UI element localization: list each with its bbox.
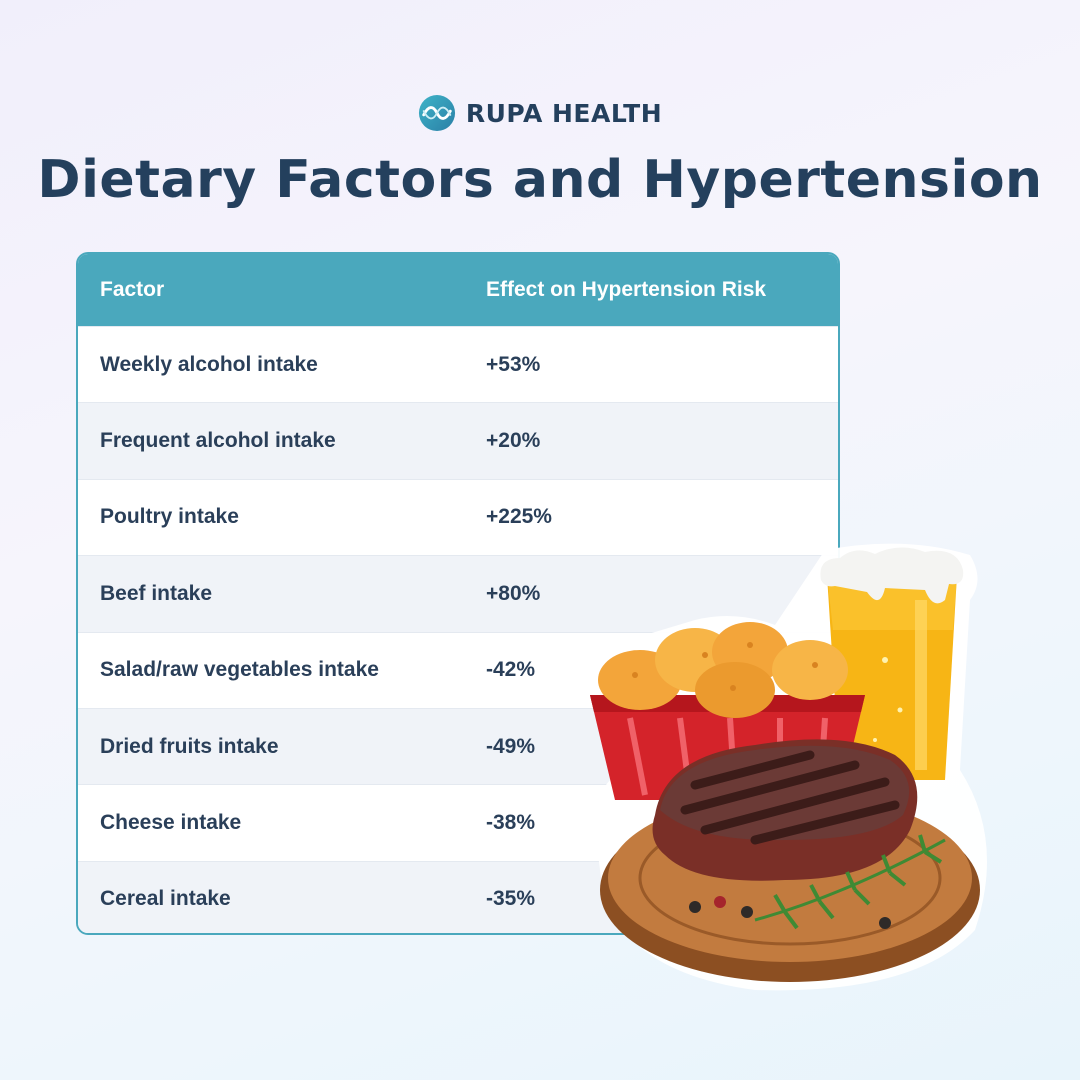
header-effect: Effect on Hypertension Risk [486,278,767,301]
table-row: Poultry intake +225% [78,478,838,555]
effect-cell: -42% [486,658,536,682]
factor-cell: Frequent alcohol intake [100,429,336,453]
infinity-wave-logo-icon [418,94,455,132]
table-row: Salad/raw vegetables intake -42% [78,631,838,708]
factor-cell: Beef intake [100,581,213,605]
beer-glass-icon [820,547,964,780]
effect-cell: +20% [486,429,541,453]
factor-cell: Dried fruits intake [100,734,279,758]
steak-nuggets-beer-illustration [590,543,987,991]
effect-cell: +80% [486,581,541,605]
table-row: Frequent alcohol intake +20% [78,402,838,479]
rosemary-sprig-icon [754,834,946,930]
table-header: Factor Effect on Hypertension Risk [78,254,838,326]
factor-cell: Weekly alcohol intake [100,352,318,376]
page-title: Dietary Factors and Hypertension [37,150,1043,210]
factor-cell: Cereal intake [100,887,231,911]
effect-cell: -35% [486,887,536,911]
brand-header: RUPA HEALTH [0,94,1080,132]
effect-cell: -49% [486,734,536,758]
effect-cell: +53% [486,352,541,376]
factor-cell: Cheese intake [100,811,242,835]
effect-cell: -38% [486,811,536,835]
effect-cell: +225% [486,505,552,529]
brand-name: RUPA HEALTH [465,98,663,128]
table-row: Weekly alcohol intake +53% [78,326,838,402]
header-factor: Factor [100,278,165,301]
factor-cell: Salad/raw vegetables intake [100,658,379,682]
table-row: Cheese intake -38% [78,784,838,860]
peppercorns-icon [689,896,891,929]
steak-icon [652,739,918,881]
factor-cell: Poultry intake [100,505,239,529]
